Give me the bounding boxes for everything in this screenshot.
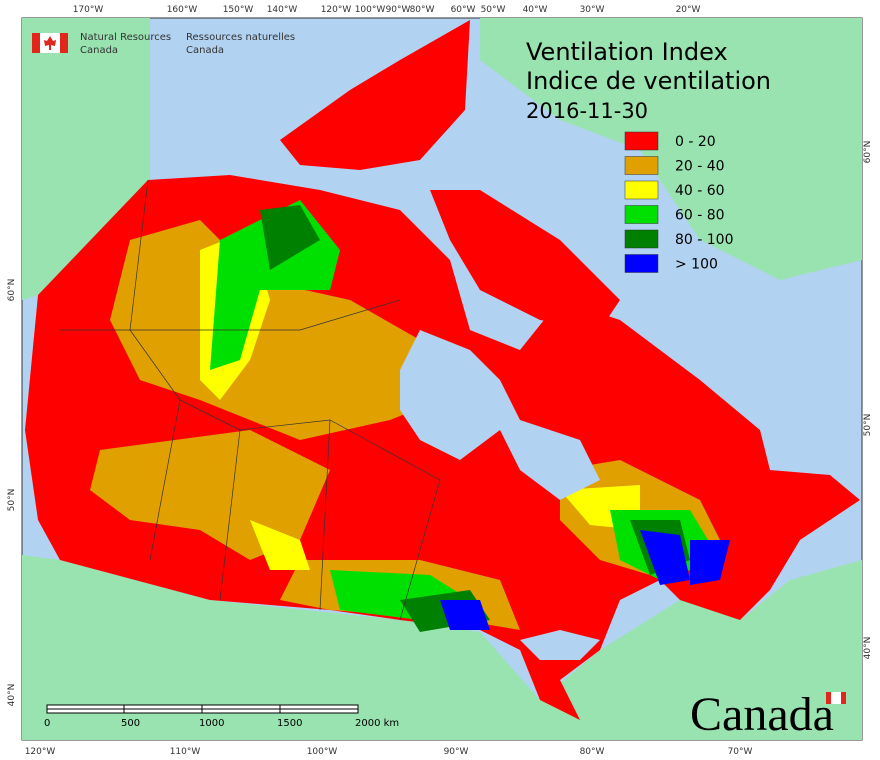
wordmark: Canada xyxy=(690,688,834,741)
land xyxy=(22,18,862,740)
zone xyxy=(640,530,690,585)
flag-bar xyxy=(32,33,40,53)
graticule-label: 140°W xyxy=(267,5,298,15)
legend-label: 60 - 80 xyxy=(675,208,725,224)
legend-label: 0 - 20 xyxy=(675,134,716,150)
graticule-label: 170°W xyxy=(73,5,104,15)
legend-label: > 100 xyxy=(675,257,718,273)
graticule-label: 30°W xyxy=(580,5,605,15)
map-title: Ventilation Index xyxy=(526,38,728,66)
legend-swatch xyxy=(624,229,659,249)
graticule-label: 50°W xyxy=(481,5,506,15)
zone xyxy=(260,205,320,270)
flag-field xyxy=(831,692,841,704)
legend-swatch xyxy=(624,205,659,224)
border xyxy=(329,419,441,621)
legend-swatch xyxy=(624,156,659,175)
graticule-label: 80°W xyxy=(580,747,605,757)
legend-label: 20 - 40 xyxy=(675,159,725,175)
scale-label: 1500 xyxy=(277,718,302,729)
legend-label: 80 - 100 xyxy=(675,232,734,248)
border xyxy=(129,179,181,561)
graticule-label: 60°N xyxy=(7,279,17,302)
logo-text: Canada xyxy=(186,45,224,56)
scale-label: 1000 xyxy=(199,718,224,729)
legend-swatch xyxy=(624,254,659,273)
hudson-bay xyxy=(400,330,600,500)
legend-label: 40 - 60 xyxy=(675,183,725,199)
legend-swatch xyxy=(624,180,659,200)
graticule-label: 100°W xyxy=(307,747,338,757)
graticule-label: 20°W xyxy=(676,5,701,15)
borders xyxy=(60,179,441,621)
graticule-label: 40°N xyxy=(863,637,873,660)
graticule-label: 120°W xyxy=(25,747,56,757)
logo-text: Ressources naturelles xyxy=(186,32,295,43)
graticule-label: 100°W xyxy=(355,5,386,15)
graticule-label: 60°W xyxy=(451,5,476,15)
graticule-label: 160°W xyxy=(167,5,198,15)
graticule-label: 90°W xyxy=(386,5,411,15)
graticule-label: 50°N xyxy=(863,414,873,437)
graticule-label: 40°N xyxy=(7,684,17,707)
zone xyxy=(440,600,490,630)
legend-swatch xyxy=(624,131,659,151)
alaska xyxy=(22,18,150,300)
graticule-label: 110°W xyxy=(170,747,201,757)
logo-text: Natural Resources xyxy=(80,32,171,43)
graticule-label: 60°N xyxy=(863,141,873,164)
usa xyxy=(22,555,862,740)
graticule-label: 70°W xyxy=(728,747,753,757)
scale-label: 2000 km xyxy=(355,718,399,729)
greenland xyxy=(480,18,862,280)
logo xyxy=(32,33,68,53)
arctic-islands xyxy=(280,20,470,170)
logo-text: Canada xyxy=(80,45,118,56)
flag-bar xyxy=(841,692,846,704)
zone xyxy=(90,430,330,560)
maple-leaf xyxy=(44,36,56,50)
graticule-label: 40°W xyxy=(523,5,548,15)
graticule-label: 80°W xyxy=(410,5,435,15)
flag-bar xyxy=(826,692,831,704)
map-title: 2016-11-30 xyxy=(526,99,648,123)
scale-label: 500 xyxy=(121,718,140,729)
zone xyxy=(250,520,310,570)
scale-label: 0 xyxy=(44,718,50,729)
graticule-label: 150°W xyxy=(223,5,254,15)
graticule-label: 120°W xyxy=(321,5,352,15)
border xyxy=(60,299,401,331)
flag-bar xyxy=(60,33,68,53)
graticule-label: 50°N xyxy=(7,489,17,512)
map-title: Indice de ventilation xyxy=(526,67,771,95)
great-lakes xyxy=(520,630,600,660)
baffin-island xyxy=(430,190,620,330)
zone xyxy=(690,540,730,585)
graticule-label: 90°W xyxy=(444,747,469,757)
wordmark-flag xyxy=(826,692,846,704)
